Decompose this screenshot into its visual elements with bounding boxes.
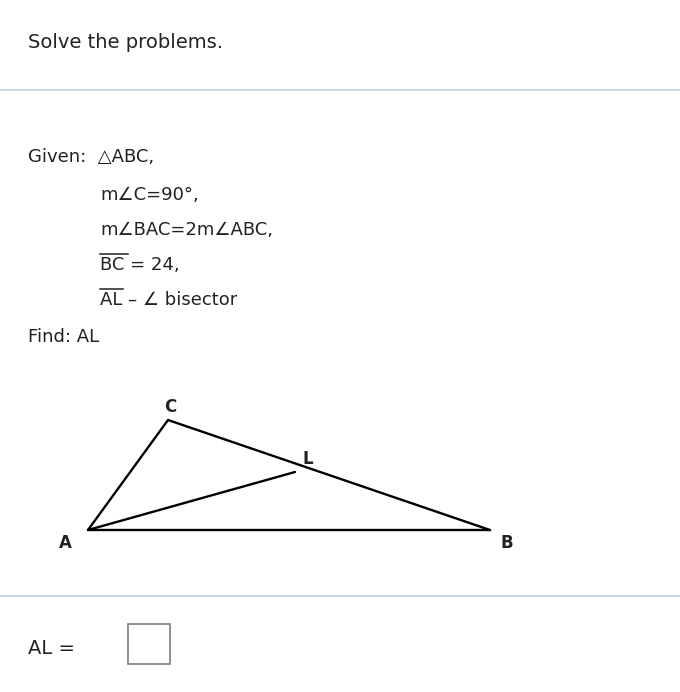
Bar xyxy=(128,624,170,664)
Text: Given:  △ABC,: Given: △ABC, xyxy=(28,148,154,166)
Text: Find: AL: Find: AL xyxy=(28,328,99,346)
Text: BC = 24,: BC = 24, xyxy=(100,256,180,274)
Text: AL =: AL = xyxy=(28,639,75,657)
Text: L: L xyxy=(303,450,313,468)
Text: B: B xyxy=(500,534,513,552)
Text: Solve the problems.: Solve the problems. xyxy=(28,33,223,51)
Text: m∠C=90°,: m∠C=90°, xyxy=(100,186,199,204)
Text: AL – ∠ bisector: AL – ∠ bisector xyxy=(100,291,237,309)
Text: m∠BAC=2m∠ABC,: m∠BAC=2m∠ABC, xyxy=(100,221,273,239)
Text: A: A xyxy=(59,534,72,552)
Text: C: C xyxy=(164,398,176,416)
